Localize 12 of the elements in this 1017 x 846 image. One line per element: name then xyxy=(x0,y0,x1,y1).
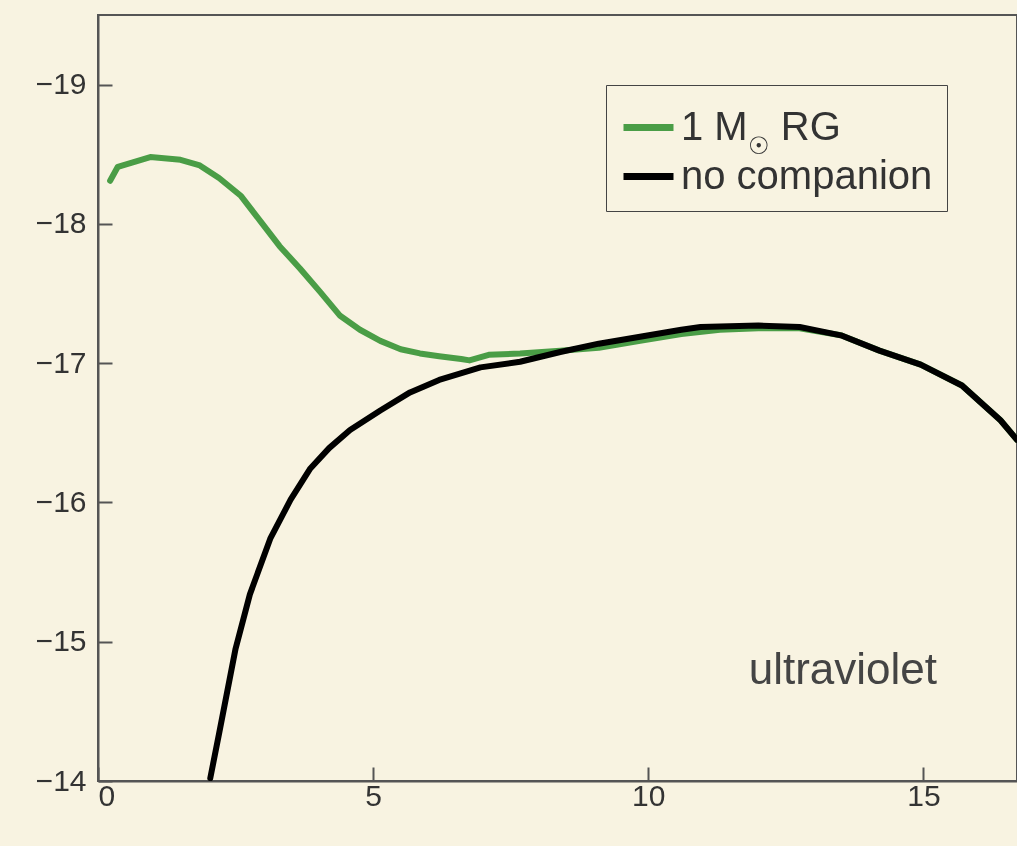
y-tick-label: −14 xyxy=(35,763,87,797)
y-tick-label: −19 xyxy=(35,67,87,101)
x-tick-label: 5 xyxy=(365,778,382,812)
x-tick-label: 15 xyxy=(907,778,941,812)
x-tick-label: 0 xyxy=(98,778,116,812)
y-tick-label: −17 xyxy=(35,345,87,379)
annotation: ultraviolet xyxy=(748,644,937,693)
legend-label: 1 M$_{☉}$ RG xyxy=(681,103,841,158)
x-tick-label: 10 xyxy=(632,778,666,812)
y-tick-label: −15 xyxy=(35,624,87,658)
y-tick-label: −18 xyxy=(35,206,87,240)
y-tick-label: −16 xyxy=(35,484,87,518)
